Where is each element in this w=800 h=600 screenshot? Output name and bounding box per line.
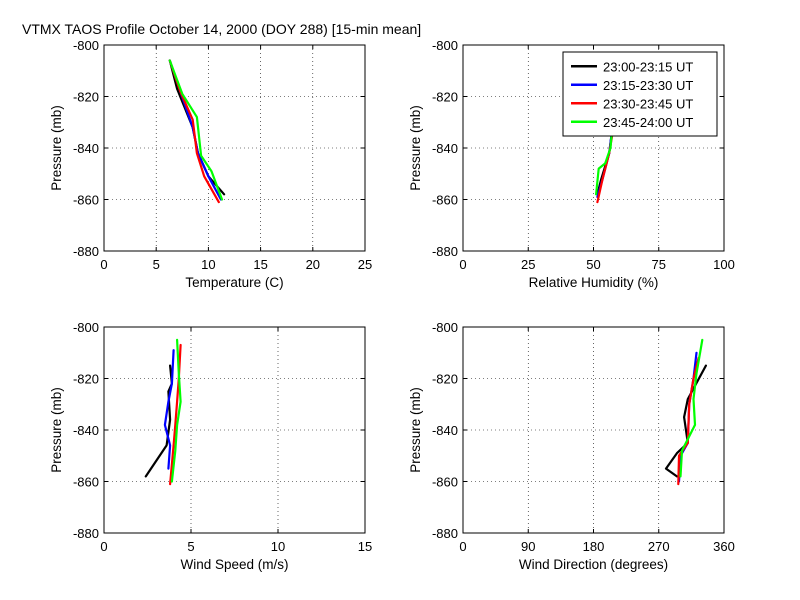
legend-label-1: 23:00-23:15 UT bbox=[603, 59, 693, 74]
x-tick-label: 50 bbox=[586, 257, 600, 272]
x-tick-label: 10 bbox=[201, 257, 215, 272]
axes-frame bbox=[103, 326, 366, 534]
series-line-4 bbox=[170, 338, 182, 483]
x-tick-label: 10 bbox=[271, 539, 285, 554]
y-axis-label: Pressure (mb) bbox=[408, 387, 423, 473]
legend-label-4: 23:45-24:00 UT bbox=[603, 115, 693, 130]
legend-label-3: 23:30-23:45 UT bbox=[603, 96, 693, 111]
y-tick-label: -840 bbox=[432, 141, 458, 156]
x-tick-label: 180 bbox=[583, 539, 605, 554]
y-tick-label: -820 bbox=[73, 372, 99, 387]
x-axis-label: Relative Humidity (%) bbox=[529, 275, 659, 290]
y-tick-label: -880 bbox=[73, 526, 99, 541]
y-tick-label: -860 bbox=[432, 475, 458, 490]
series-line-4 bbox=[594, 115, 615, 196]
legend-label-2: 23:15-23:30 UT bbox=[603, 78, 693, 93]
axes-frame bbox=[103, 44, 366, 252]
x-tick-label: 90 bbox=[521, 539, 535, 554]
figure-title: VTMX TAOS Profile October 14, 2000 (DOY … bbox=[22, 21, 421, 37]
series-line-3 bbox=[677, 356, 700, 486]
y-axis-label: Pressure (mb) bbox=[408, 105, 423, 191]
y-tick-label: -820 bbox=[432, 90, 458, 105]
x-tick-label: 15 bbox=[253, 257, 267, 272]
x-tick-label: 5 bbox=[153, 257, 160, 272]
legend: 23:00-23:15 UT 23:15-23:30 UT 23:30-23:45 … bbox=[562, 51, 718, 137]
x-tick-label: 25 bbox=[358, 257, 372, 272]
y-tick-label: -800 bbox=[432, 38, 458, 53]
subplot-3: 0 5 10 15 -800 -820 -840 -860 -880 Wind Speed (m/… bbox=[49, 320, 372, 572]
x-tick-label: 0 bbox=[100, 257, 107, 272]
x-tick-label: 0 bbox=[100, 539, 107, 554]
y-tick-label: -860 bbox=[432, 193, 458, 208]
y-tick-label: -840 bbox=[73, 141, 99, 156]
y-tick-label: -820 bbox=[432, 372, 458, 387]
series-line-4 bbox=[679, 338, 704, 478]
x-tick-label: 20 bbox=[306, 257, 320, 272]
y-tick-label: -840 bbox=[432, 423, 458, 438]
axes-frame bbox=[462, 326, 725, 534]
y-tick-label: -880 bbox=[432, 244, 458, 259]
y-tick-label: -860 bbox=[73, 193, 99, 208]
y-tick-label: -800 bbox=[432, 320, 458, 335]
y-tick-label: -820 bbox=[73, 90, 99, 105]
y-axis-label: Pressure (mb) bbox=[49, 105, 64, 191]
x-tick-label: 15 bbox=[358, 539, 372, 554]
y-axis-label: Pressure (mb) bbox=[49, 387, 64, 473]
x-tick-label: 270 bbox=[648, 539, 670, 554]
y-tick-label: -800 bbox=[73, 38, 99, 53]
y-tick-label: -880 bbox=[73, 244, 99, 259]
x-axis-label: Temperature (C) bbox=[185, 275, 283, 290]
x-axis-label: Wind Speed (m/s) bbox=[180, 557, 288, 572]
y-tick-label: -800 bbox=[73, 320, 99, 335]
x-axis-label: Wind Direction (degrees) bbox=[519, 557, 668, 572]
series-line-4 bbox=[168, 59, 224, 201]
x-tick-label: 0 bbox=[459, 539, 466, 554]
y-tick-label: -860 bbox=[73, 475, 99, 490]
x-tick-label: 25 bbox=[521, 257, 535, 272]
x-tick-label: 5 bbox=[187, 539, 194, 554]
x-tick-label: 75 bbox=[652, 257, 666, 272]
series-line-2 bbox=[163, 349, 175, 470]
x-tick-label: 360 bbox=[713, 539, 735, 554]
subplots: 0 5 10 15 20 25 -800 -820 -840 -860 -880 Temperatur… bbox=[49, 38, 735, 572]
x-tick-label: 0 bbox=[459, 257, 466, 272]
subplot-1: 0 5 10 15 20 25 -800 -820 -840 -860 -880 Temperatur… bbox=[49, 38, 372, 290]
y-tick-label: -880 bbox=[432, 526, 458, 541]
subplot-4: 0 90 180 270 360 -800 -820 -840 -860 -880 Wind Dir… bbox=[408, 320, 735, 572]
x-tick-label: 100 bbox=[713, 257, 735, 272]
y-tick-label: -840 bbox=[73, 423, 99, 438]
